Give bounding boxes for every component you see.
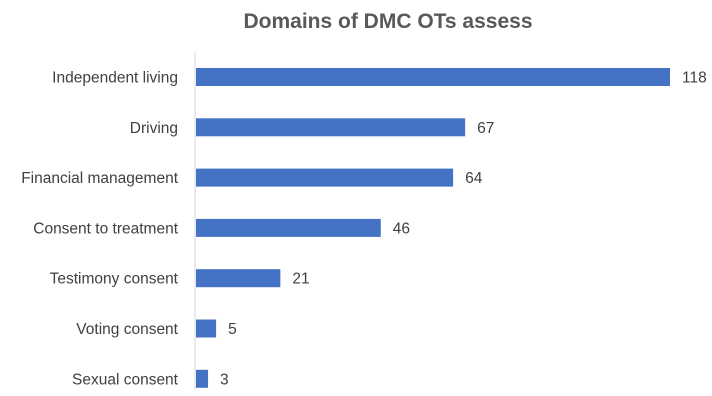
category-label: Consent to treatment (33, 220, 178, 237)
bars-group: Independent living 118 Driving 67 Financial … (21, 68, 707, 388)
category-label: Testimony consent (50, 271, 179, 288)
bar (196, 319, 217, 338)
data-label: 3 (220, 371, 229, 388)
data-label: 64 (465, 170, 483, 187)
data-label: 46 (393, 220, 410, 237)
data-label: 118 (682, 70, 707, 87)
category-label: Voting consent (76, 321, 178, 338)
category-label: Independent living (52, 70, 178, 87)
category-label: Driving (130, 120, 178, 137)
chart-title: Domains of DMC OTs assess (243, 10, 532, 33)
bar (196, 118, 466, 137)
category-label: Financial management (21, 170, 179, 187)
bar (196, 168, 454, 187)
category-label: Sexual consent (72, 371, 179, 388)
bar (196, 218, 381, 237)
data-label: 67 (477, 120, 494, 137)
bar (196, 369, 209, 388)
bar (196, 68, 670, 86)
bar (196, 269, 281, 288)
data-label: 5 (228, 321, 237, 338)
data-label: 21 (292, 271, 309, 288)
